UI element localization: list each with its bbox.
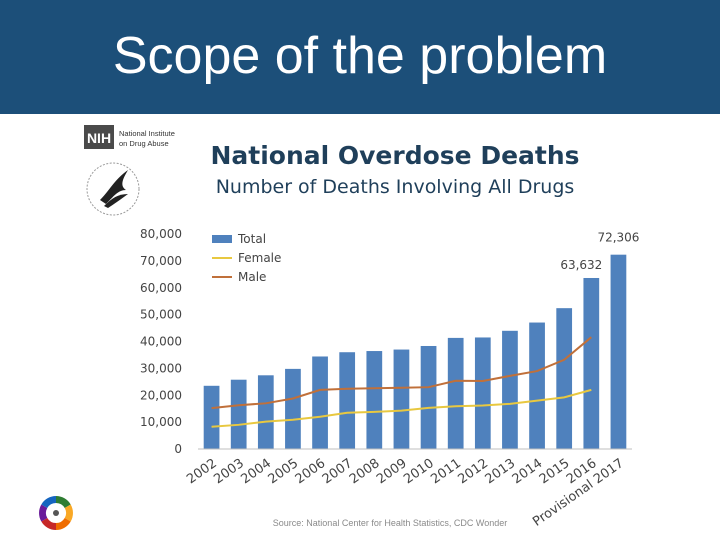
bar-total-2002 [204,386,220,449]
chart-legend: Total Female Male [212,232,281,284]
y-tick-label: 20,000 [140,388,182,402]
bar-total-2005 [285,369,301,449]
total-bars [204,255,627,449]
y-axis: 0 10,000 20,000 30,000 40,000 50,000 60,000 70,… [140,227,182,456]
bar-total-2007 [339,352,355,449]
data-label: 72,306 [597,231,639,245]
bar-total-2013 [502,331,518,449]
y-tick-label: 10,000 [140,415,182,429]
bar-total-2015 [556,308,572,449]
y-tick-label: 60,000 [140,281,182,295]
bar-total-provisional-2017 [611,255,627,449]
data-labels: 63,632 72,306 [560,231,639,272]
y-tick-label: 40,000 [140,335,182,349]
bar-total-2004 [258,375,274,449]
chart-source: Source: National Center for Health Stati… [250,518,530,528]
legend-label-female: Female [238,251,281,265]
legend-swatch-total [212,235,232,243]
legend-label-male: Male [238,270,266,284]
bar-total-2012 [475,337,491,449]
bar-total-2009 [394,350,410,449]
y-tick-label: 0 [174,442,182,456]
bar-total-2011 [448,338,464,449]
y-tick-label: 80,000 [140,227,182,241]
bar-total-2008 [366,351,382,449]
colored-ring-logo-icon [36,493,76,533]
bar-total-2006 [312,356,328,449]
bar-total-2014 [529,323,545,449]
y-tick-label: 30,000 [140,361,182,375]
y-tick-label: 50,000 [140,308,182,322]
legend-label-total: Total [237,232,266,246]
bar-total-2010 [421,346,437,449]
bar-total-2003 [231,380,247,449]
data-label: 63,632 [560,258,602,272]
y-tick-label: 70,000 [140,254,182,268]
bar-total-2016 [583,278,599,449]
